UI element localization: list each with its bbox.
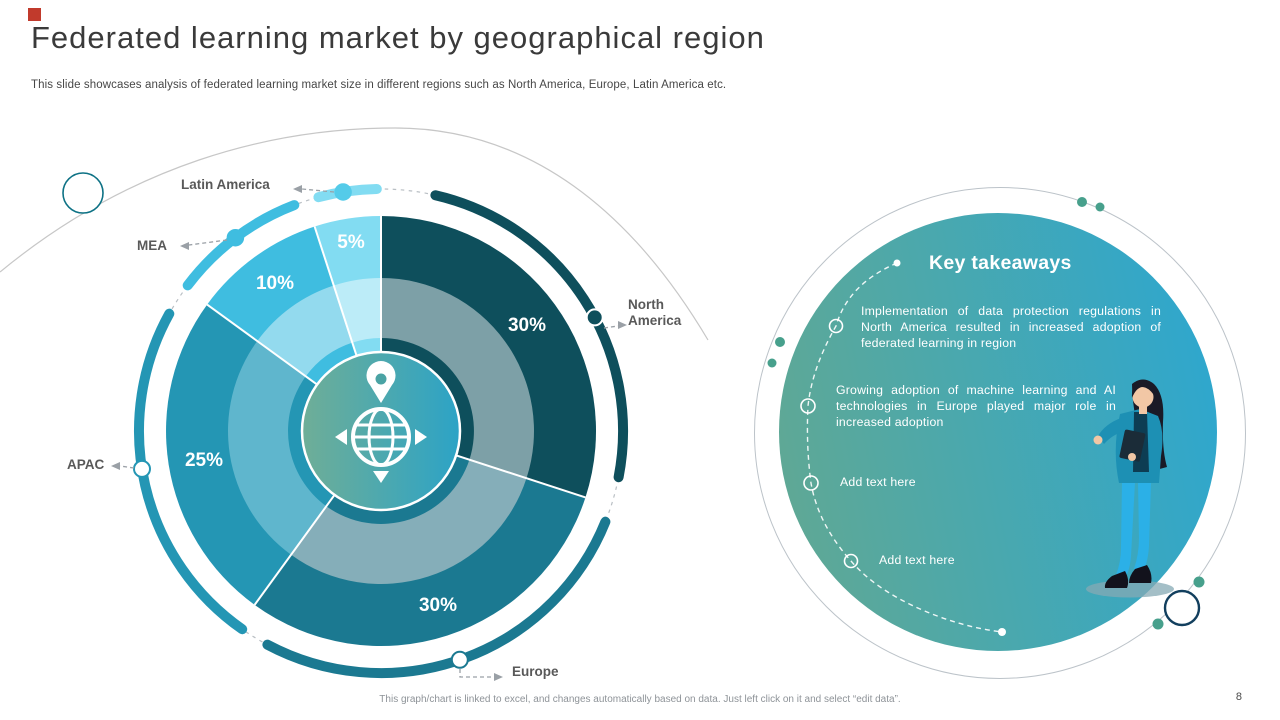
outer-arc-apac xyxy=(134,308,248,635)
marker-apac xyxy=(133,459,151,478)
pie-ring-europe xyxy=(291,459,527,584)
pie-ring-apac xyxy=(228,341,327,555)
label-north-america: North America xyxy=(628,297,682,329)
label-apac: APAC xyxy=(67,457,105,472)
takeaway-item: Implementation of data protection regula… xyxy=(861,304,1161,351)
decor-arc-left xyxy=(0,127,709,341)
marker-north-america xyxy=(585,308,604,327)
bullet-ring-2 xyxy=(800,398,816,414)
takeaway-item[interactable]: Add text here xyxy=(840,475,916,489)
accent-square xyxy=(28,8,41,21)
footer-note: This graph/chart is linked to excel, and… xyxy=(379,694,901,705)
pie-ring-mea xyxy=(257,285,353,377)
takeaways-circle xyxy=(779,213,1217,651)
bullet-ring-1 xyxy=(828,318,844,334)
marker-latin-america xyxy=(334,183,352,201)
takeaways-path xyxy=(800,259,1006,636)
page-title: Federated learning market by geographica… xyxy=(31,20,765,55)
decor-ring-top-left xyxy=(62,172,104,214)
value-apac: 25% xyxy=(184,450,224,471)
decor-circle-right xyxy=(754,187,1246,679)
leader-lines xyxy=(119,188,619,678)
value-mea: 10% xyxy=(255,273,295,294)
label-latin-america: Latin America xyxy=(181,177,270,192)
takeaways-title: Key takeaways xyxy=(929,252,1072,274)
page-number: 8 xyxy=(1235,691,1242,703)
outer-arc-north-america xyxy=(430,190,628,483)
decor-dots xyxy=(767,197,1205,630)
marker-europe xyxy=(450,650,469,669)
decor-ring-bottom-right xyxy=(1163,589,1201,627)
pie-ring-latin-america xyxy=(333,278,381,343)
value-north-america: 30% xyxy=(507,315,547,336)
label-europe: Europe xyxy=(512,664,559,679)
bullet-ring-3 xyxy=(803,475,819,491)
value-latin-america: 5% xyxy=(337,232,365,253)
takeaway-item: Growing adoption of machine learning and… xyxy=(836,383,1116,430)
page-subtitle: This slide showcases analysis of federat… xyxy=(31,79,727,91)
leader-arrowheads xyxy=(111,185,627,681)
pie-center xyxy=(300,350,462,512)
pie-ring-north-america xyxy=(381,278,534,479)
label-mea: MEA xyxy=(137,238,167,253)
takeaway-item[interactable]: Add text here xyxy=(879,553,955,567)
value-europe: 30% xyxy=(418,595,458,616)
globe-location-icon xyxy=(335,361,427,483)
bullet-ring-4 xyxy=(843,553,859,569)
marker-mea xyxy=(226,228,245,247)
presenter-illustration xyxy=(1086,379,1174,598)
